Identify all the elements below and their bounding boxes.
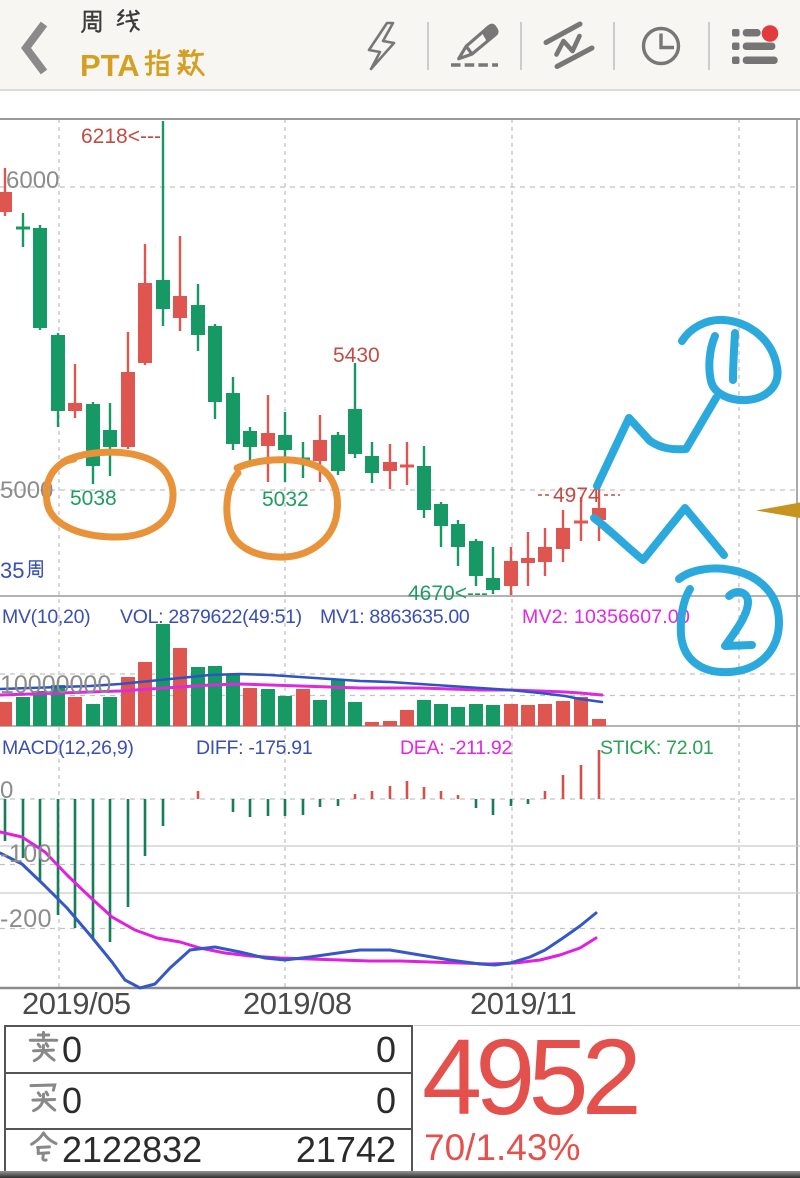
- svg-text:0: 0: [62, 1080, 82, 1121]
- svg-text:VOL: 2879622(49:51): VOL: 2879622(49:51): [120, 606, 302, 628]
- svg-text:5038: 5038: [70, 487, 117, 510]
- svg-text:MV(10,20): MV(10,20): [2, 606, 90, 628]
- svg-text:0: 0: [376, 1029, 396, 1070]
- svg-text:10000000: 10000000: [0, 671, 111, 699]
- svg-text:0: 0: [0, 777, 13, 804]
- svg-text:5032: 5032: [262, 488, 309, 511]
- svg-text:21742: 21742: [296, 1129, 396, 1170]
- svg-text:2019/11: 2019/11: [470, 986, 576, 1021]
- svg-text:PTA: PTA: [80, 48, 140, 83]
- svg-text:-100: -100: [0, 840, 52, 868]
- svg-text:0: 0: [376, 1080, 396, 1121]
- svg-text:6218<---: 6218<---: [81, 125, 161, 148]
- svg-text:2019/05: 2019/05: [22, 986, 131, 1021]
- svg-text:2122832: 2122832: [62, 1129, 202, 1170]
- svg-text:-200: -200: [0, 905, 52, 933]
- svg-text:0: 0: [62, 1029, 82, 1070]
- svg-text:35: 35: [0, 558, 24, 583]
- svg-text:4952: 4952: [422, 1025, 637, 1137]
- svg-text:MV1: 8863635.00: MV1: 8863635.00: [320, 606, 470, 628]
- svg-text:70/1.43%: 70/1.43%: [424, 1127, 580, 1168]
- svg-text:4670<---: 4670<---: [408, 582, 488, 605]
- svg-text:2019/08: 2019/08: [243, 986, 352, 1021]
- svg-text:4974: 4974: [553, 484, 600, 507]
- svg-text:MV2: 10356607.00: MV2: 10356607.00: [522, 606, 690, 628]
- svg-text:DEA: -211.92: DEA: -211.92: [400, 737, 512, 759]
- svg-text:STICK: 72.01: STICK: 72.01: [600, 737, 713, 759]
- svg-text:5430: 5430: [333, 344, 380, 367]
- svg-text:DIFF: -175.91: DIFF: -175.91: [196, 737, 312, 759]
- svg-text:6000: 6000: [6, 167, 59, 194]
- svg-text:MACD(12,26,9): MACD(12,26,9): [2, 737, 134, 759]
